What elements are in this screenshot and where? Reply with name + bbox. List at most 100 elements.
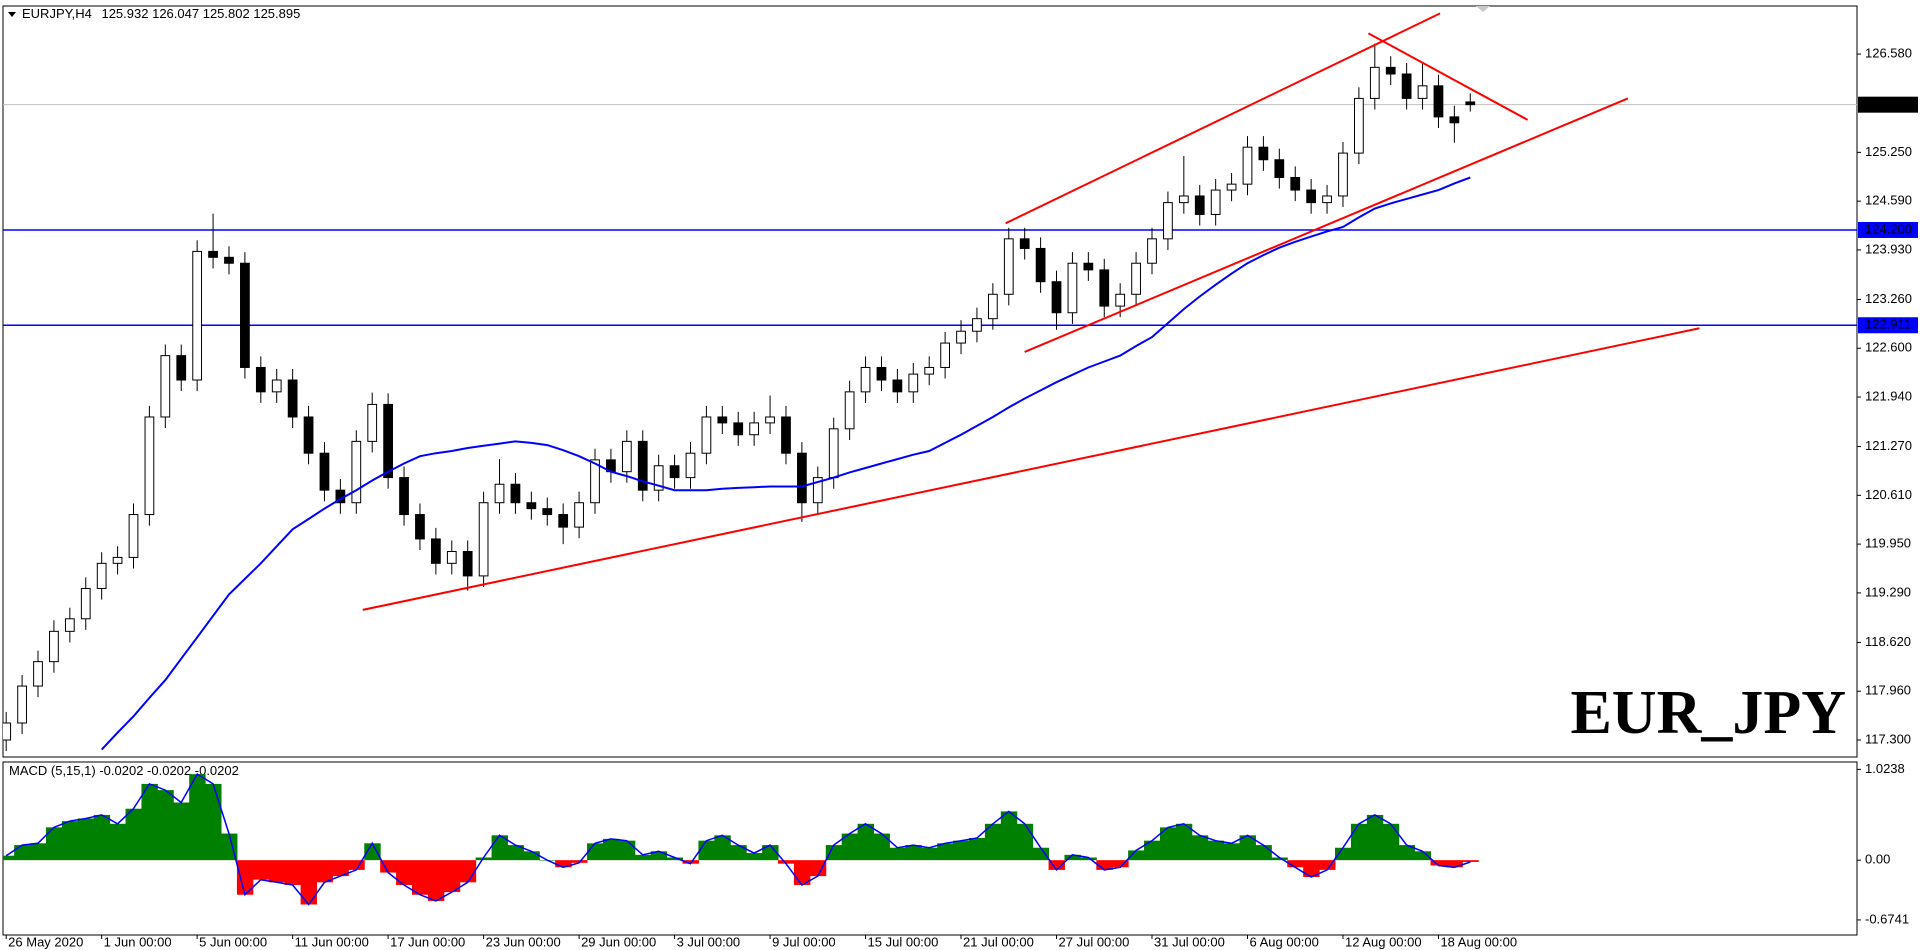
chart-header: EURJPY,H4 125.932 126.047 125.802 125.89… <box>22 6 300 21</box>
candle-body <box>1306 189 1317 204</box>
last-high: 126.047 <box>152 6 199 21</box>
macd-bar <box>1446 860 1463 868</box>
menu-triangle[interactable] <box>8 12 16 17</box>
price-area <box>3 12 1857 752</box>
x-tick-label: 11 Jun 00:00 <box>295 934 369 949</box>
x-tick-label: 23 Jun 00:00 <box>486 934 561 949</box>
macd-bar <box>921 847 938 861</box>
macd-bar <box>1430 860 1447 866</box>
macd-bar <box>30 843 47 861</box>
macd-bar <box>968 837 986 861</box>
candle-body <box>176 355 187 381</box>
y-tick-label: 117.960 <box>1865 683 1911 698</box>
macd-bar <box>459 860 477 883</box>
shift-marker <box>1476 6 1490 12</box>
candle-body <box>956 330 966 344</box>
macd-bar <box>746 853 763 861</box>
candle-body <box>96 562 107 589</box>
macd-bar <box>698 840 715 861</box>
macd-bar <box>1414 851 1432 861</box>
macd-bar <box>634 854 652 861</box>
candle-body <box>1354 97 1364 154</box>
macd-bar <box>1398 845 1416 861</box>
candle-body <box>478 502 489 577</box>
level-label: 124.200 <box>1865 221 1912 236</box>
macd-bar <box>1239 835 1256 861</box>
macd-value: -0.0202 <box>147 763 191 778</box>
macd-bar <box>1287 860 1304 868</box>
trend-line <box>1024 97 1629 353</box>
candle-body <box>1178 195 1189 204</box>
macd-bar <box>93 814 111 861</box>
candle-body <box>494 483 505 504</box>
macd-bar <box>475 857 493 861</box>
x-tick-label: 18 Aug 00:00 <box>1440 934 1517 949</box>
candle-body <box>653 465 664 491</box>
candle-body <box>1322 195 1332 204</box>
candle-body <box>987 293 998 320</box>
macd-bar <box>1223 843 1241 861</box>
macd-bar <box>1080 857 1097 861</box>
candle-body <box>1210 189 1221 215</box>
candle-body <box>287 379 298 418</box>
macd-area <box>3 773 1479 906</box>
candle-body <box>701 416 712 454</box>
candle-body <box>1051 281 1062 314</box>
y-tick-label: 123.260 <box>1865 291 1912 306</box>
last-open: 125.932 <box>101 6 148 21</box>
macd-bar <box>1159 827 1177 861</box>
macd-bar <box>1048 860 1065 870</box>
candle-body <box>33 661 43 687</box>
trend-line <box>362 327 1700 611</box>
macd-bar <box>77 818 95 861</box>
candle-body <box>844 391 855 430</box>
candle-body <box>1163 202 1173 240</box>
candle-body <box>80 587 91 620</box>
candle-body <box>1131 262 1141 295</box>
candle-body <box>255 366 266 393</box>
macd-bar <box>396 860 413 885</box>
macd-bar <box>61 821 79 861</box>
candle-body <box>1369 66 1380 99</box>
macd-bar <box>1366 814 1384 861</box>
candle-body <box>1003 238 1014 295</box>
macd-bar <box>1000 811 1018 861</box>
macd-bar <box>1032 847 1050 861</box>
candle-body <box>749 422 760 436</box>
macd-bar <box>1064 854 1081 861</box>
x-tick-label: 1 Jun 00:00 <box>104 934 172 949</box>
candle-body <box>271 379 282 393</box>
x-tick-label: 26 May 2020 <box>8 934 83 949</box>
candle-body <box>1083 262 1094 271</box>
macd-bar <box>1335 847 1352 861</box>
candle-body <box>781 416 791 454</box>
level-label-box <box>1858 317 1918 334</box>
candle-body <box>717 416 728 424</box>
candle-body <box>558 514 569 528</box>
candle-body <box>415 514 425 540</box>
x-tick-label: 15 Jul 00:00 <box>868 934 939 949</box>
candle-body <box>812 477 823 504</box>
trend-line <box>1005 12 1441 225</box>
candle-body <box>1465 101 1476 106</box>
candle-body <box>542 508 553 516</box>
macd-bar <box>332 860 349 877</box>
candle-body <box>733 422 744 436</box>
x-tick-label: 17 Jun 00:00 <box>390 934 465 949</box>
candle-body <box>351 440 362 504</box>
macd-bar <box>841 833 859 861</box>
candle-body <box>128 514 139 558</box>
macd-bar <box>873 833 890 861</box>
candle-body <box>892 379 903 393</box>
candle-body <box>1401 73 1412 99</box>
macd-bar <box>1255 845 1272 861</box>
macd-bar <box>666 857 684 861</box>
symbol: EURJPY,H4 <box>22 6 92 21</box>
candle-body <box>590 459 600 504</box>
macd-bar <box>984 823 1002 861</box>
macd-bar <box>1096 860 1113 870</box>
candle-body <box>1433 85 1444 118</box>
candle-body <box>3 722 12 741</box>
macd-bar <box>905 845 922 861</box>
